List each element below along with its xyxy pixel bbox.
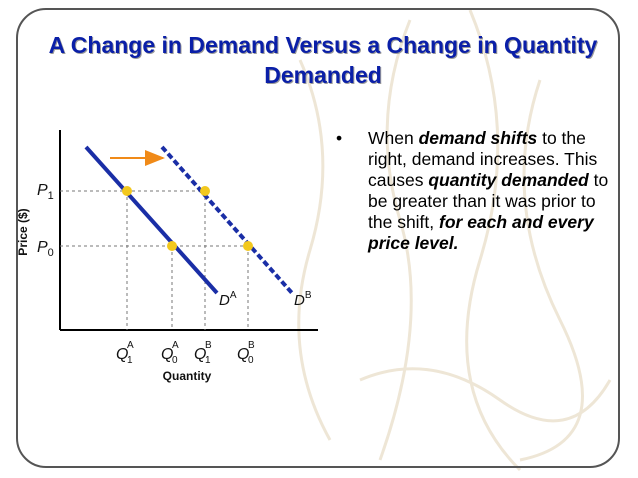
price-label-p0: P0 (37, 239, 54, 259)
bullet-emphasis: for each and every price level. (368, 212, 594, 253)
svg-text:1: 1 (205, 355, 211, 366)
quantity-tick-q1b: Q B 1 (194, 340, 212, 366)
svg-text:A: A (127, 340, 134, 351)
curve-label-da: DA (219, 290, 237, 309)
svg-text:Q: Q (237, 346, 249, 363)
svg-text:B: B (248, 340, 255, 351)
quantity-tick-q1a: Q A 1 (116, 340, 134, 366)
point-da-p1 (122, 186, 132, 196)
bullet-segment: to the right, demand increases. This cau… (368, 128, 598, 190)
quantity-tick-q0a: Q A 0 (161, 340, 179, 366)
bullet-segment: When (368, 128, 419, 148)
svg-text:Q: Q (116, 346, 128, 363)
svg-text:Q: Q (161, 346, 173, 363)
bullet-point: • When demand shifts to the right, deman… (336, 128, 616, 254)
x-axis-label: Quantity (163, 369, 212, 383)
point-db-p1 (200, 186, 210, 196)
svg-text:0: 0 (172, 355, 178, 366)
bullet-text: When demand shifts to the right, demand … (368, 128, 616, 254)
price-label-p1: P1 (37, 182, 54, 202)
svg-text:A: A (172, 340, 179, 351)
bullet-emphasis: quantity demanded (428, 170, 589, 190)
svg-text:Q: Q (194, 346, 206, 363)
bullet-emphasis: demand shifts (418, 128, 538, 148)
demand-curve-a (84, 145, 219, 295)
svg-text:0: 0 (248, 355, 254, 366)
curve-label-db: DB (294, 290, 312, 309)
bullet-segment: to be greater than it was prior to the s… (368, 170, 609, 232)
slide-frame (16, 8, 620, 468)
demand-curve-b (160, 145, 294, 295)
svg-text:B: B (205, 340, 212, 351)
bullet-marker: • (336, 128, 343, 148)
point-da-p0 (167, 241, 177, 251)
point-db-p0 (243, 241, 253, 251)
quantity-tick-q0b: Q B 0 (237, 340, 255, 366)
slide-title: A Change in Demand Versus a Change in Qu… (48, 32, 598, 88)
y-axis-label: Price ($) (16, 208, 30, 255)
svg-text:1: 1 (127, 355, 133, 366)
